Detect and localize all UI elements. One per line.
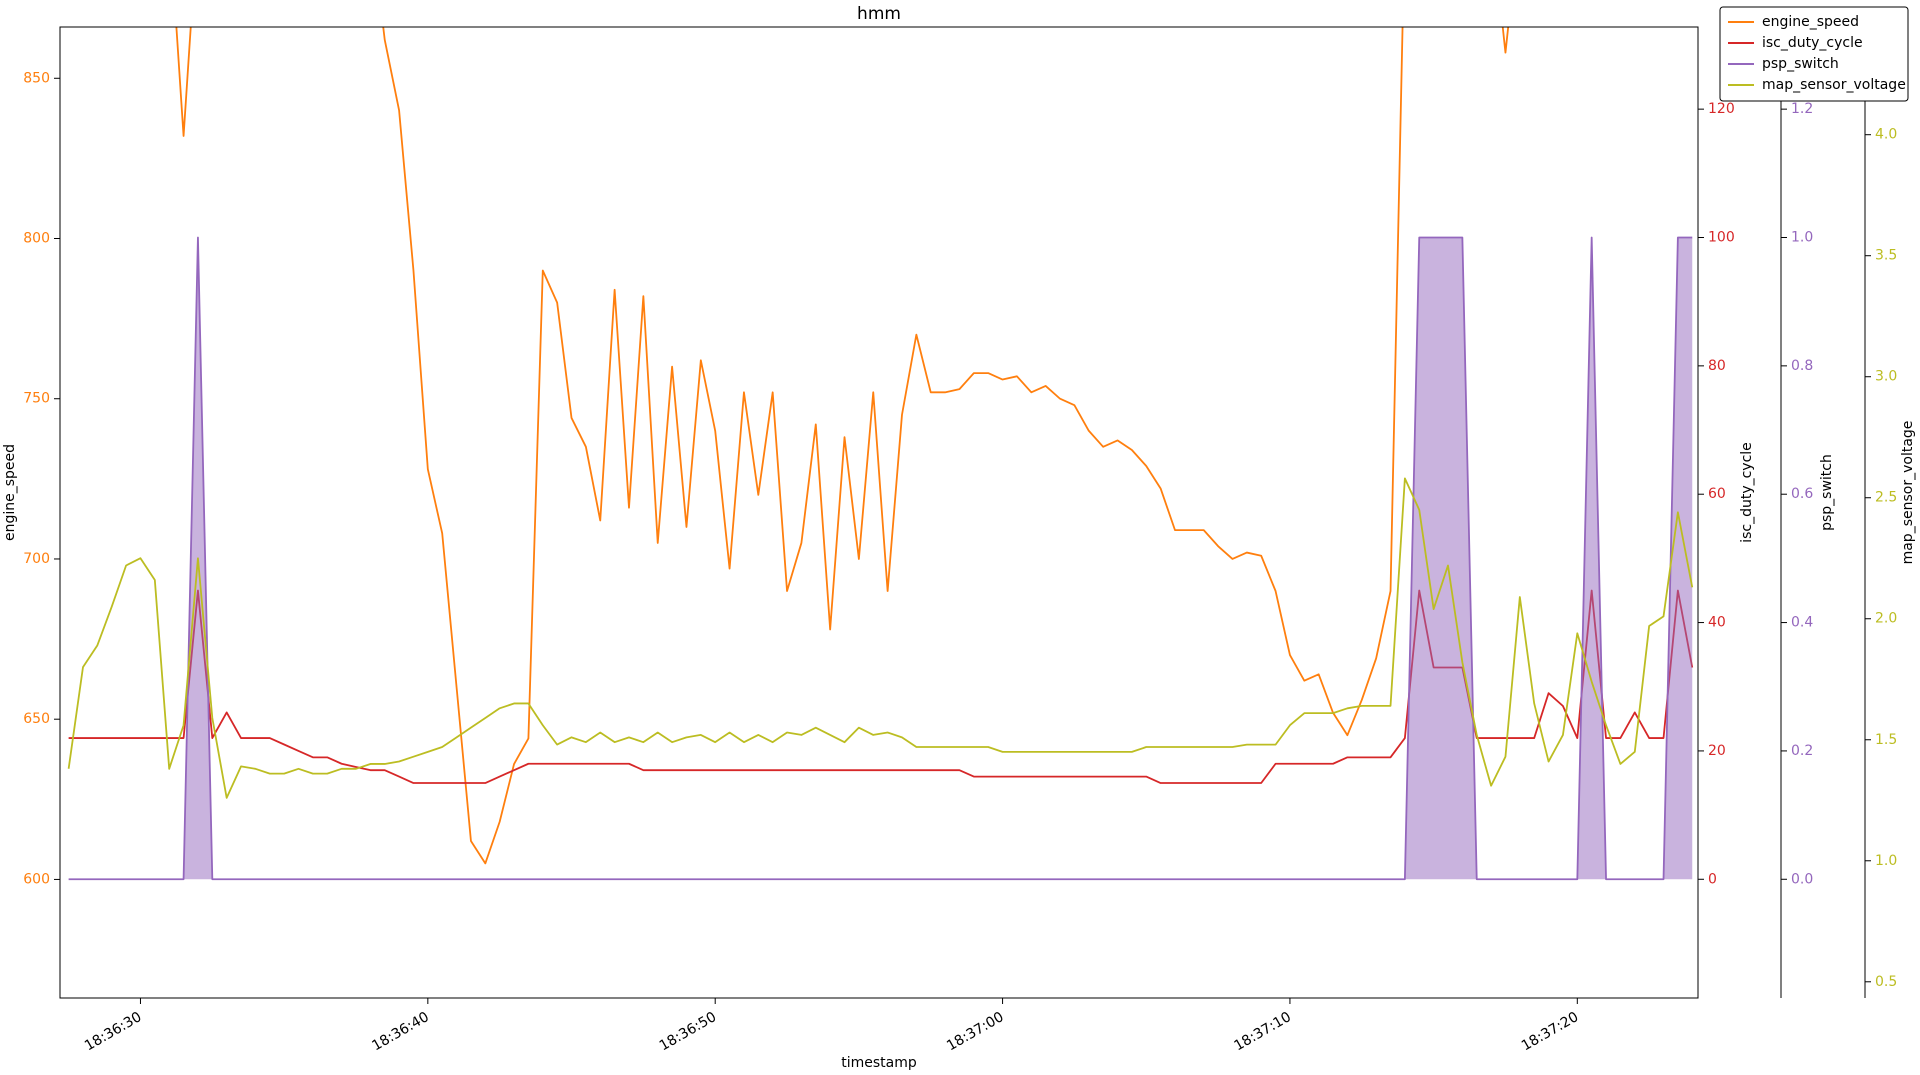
y-tick-label: 650 (23, 711, 50, 727)
x-tick-label: 18:36:30 (82, 1009, 144, 1054)
y-tick-label: 1.2 (1791, 101, 1813, 117)
y-tick-label: 40 (1708, 615, 1726, 631)
y-axis-label: engine_speed (2, 444, 18, 541)
x-tick-label: 18:36:50 (657, 1009, 719, 1054)
y-axis-label: psp_switch (1819, 454, 1835, 531)
y-tick-label: 700 (23, 551, 50, 567)
y-tick-label: 1.0 (1791, 230, 1813, 246)
y-tick-label: 80 (1708, 358, 1726, 374)
x-tick-label: 18:37:10 (1231, 1009, 1293, 1054)
y-tick-label: 0.5 (1875, 974, 1897, 990)
y-tick-label: 0 (1708, 871, 1717, 887)
y-tick-label: 1.5 (1875, 732, 1897, 748)
y-tick-label: 60 (1708, 486, 1726, 502)
legend-box (1719, 6, 1909, 102)
y-tick-label: 3.5 (1875, 248, 1897, 264)
series-line (68, 236, 1693, 881)
series-line (175, 27, 1510, 865)
series-line (67, 477, 1694, 799)
y-tick-label: 800 (23, 231, 50, 247)
x-axis-label: timestamp (841, 1055, 917, 1071)
y-tick-label: 3.0 (1875, 369, 1897, 385)
y-tick-label: 600 (23, 871, 50, 887)
x-tick-label: 18:37:00 (944, 1009, 1006, 1054)
y-tick-label: 850 (23, 70, 50, 86)
y-tick-label: 750 (23, 391, 50, 407)
y-tick-label: 120 (1708, 101, 1735, 117)
y-tick-label: 100 (1708, 230, 1735, 246)
y-tick-label: 0.2 (1791, 743, 1813, 759)
legend-label: map_sensor_voltage (1762, 77, 1906, 93)
y-tick-label: 0.6 (1791, 486, 1813, 502)
y-tick-label: 2.5 (1875, 490, 1897, 506)
plot-area (67, 27, 1694, 881)
y-tick-label: 0.0 (1791, 871, 1813, 887)
legend-label: isc_duty_cycle (1762, 35, 1863, 51)
y-axis-label: isc_duty_cycle (1739, 442, 1755, 543)
plot-frame (59, 26, 1699, 999)
y-tick-label: 4.0 (1875, 127, 1897, 143)
y-axis-label: map_sensor_voltage (1900, 421, 1916, 565)
y-tick-label: 1.0 (1875, 853, 1897, 869)
y-tick-label: 0.4 (1791, 615, 1813, 631)
area-fill (68, 237, 1693, 880)
y-tick-label: 20 (1708, 743, 1726, 759)
y-tick-label: 2.0 (1875, 611, 1897, 627)
legend-label: engine_speed (1762, 14, 1859, 30)
y-tick-label: 0.8 (1791, 358, 1813, 374)
chart-title: hmm (857, 4, 901, 24)
x-tick-label: 18:37:20 (1519, 1009, 1581, 1054)
legend-label: psp_switch (1762, 56, 1839, 72)
x-tick-label: 18:36:40 (369, 1009, 431, 1054)
